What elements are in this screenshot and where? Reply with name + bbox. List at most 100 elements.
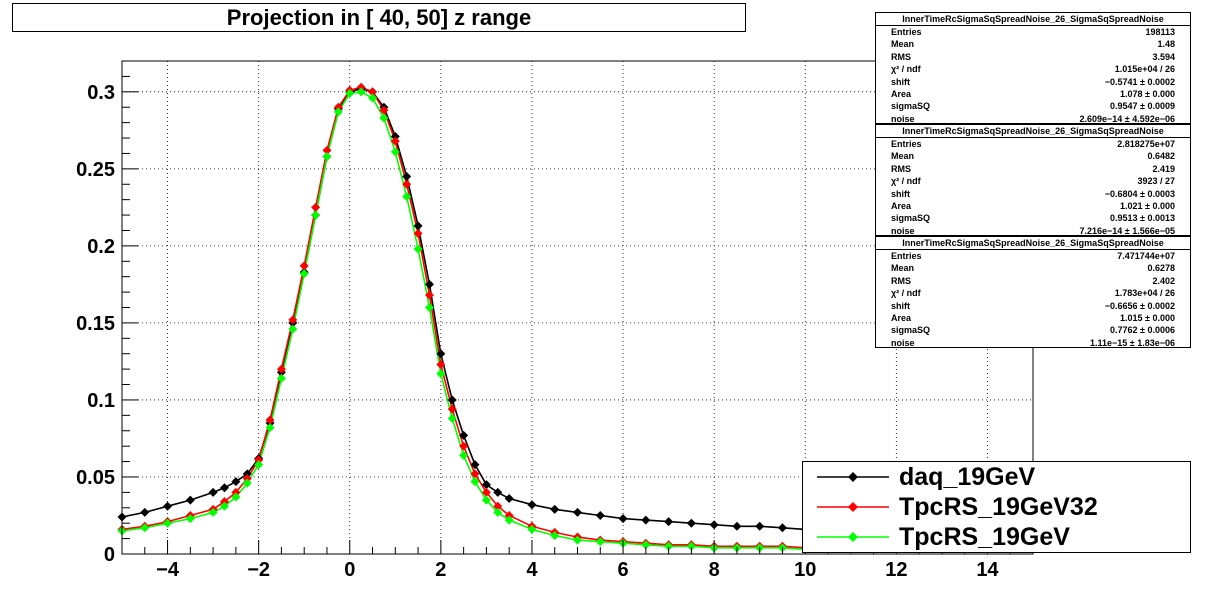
stats-value: 2.419 <box>1152 163 1175 174</box>
data-point-TpcRS_19GeV32 <box>219 497 229 507</box>
stats-value: 7.471744e+07 <box>1117 251 1175 261</box>
data-point-daq_19GeV <box>163 501 173 511</box>
data-point-TpcRS_19GeV <box>254 460 264 470</box>
stats-box: InnerTimeRcSigmaSqSpreadNoise_26_SigmaSq… <box>875 124 1191 236</box>
data-point-TpcRS_19GeV32 <box>322 145 332 155</box>
stats-key: Area <box>891 88 912 99</box>
chart-title: Projection in [ 40, 50] z range <box>12 3 746 32</box>
stats-value: 7.216e−14 ± 1.566e−05 <box>1079 225 1175 236</box>
data-point-daq_19GeV <box>402 172 412 182</box>
data-point-daq_19GeV <box>413 221 423 231</box>
stats-row: sigmaSQ 0.9513 ± 0.0013 <box>876 212 1190 224</box>
legend-entry: TpcRS_19GeV <box>803 522 1192 552</box>
stats-row: Area 1.021 ± 0.000 <box>876 200 1190 212</box>
x-tick-label: 2 <box>435 559 446 581</box>
stats-header: InnerTimeRcSigmaSqSpreadNoise_26_SigmaSq… <box>876 13 1190 26</box>
data-point-daq_19GeV <box>777 523 787 533</box>
stats-key: Entries <box>891 27 922 37</box>
y-tick-label: 0.15 <box>76 313 115 335</box>
stats-key: Area <box>891 200 912 211</box>
data-point-daq_19GeV <box>470 460 480 470</box>
stats-row: Mean 0.6278 <box>876 262 1190 274</box>
stats-key: sigmaSQ <box>891 213 931 224</box>
stats-key: Mean <box>891 151 915 162</box>
x-tick-label: 14 <box>976 559 999 581</box>
stats-value: −0.6804 ± 0.0003 <box>1104 188 1175 199</box>
data-point-TpcRS_19GeV32 <box>254 455 264 465</box>
stats-value: 2.818275e+07 <box>1117 139 1175 149</box>
data-point-TpcRS_19GeV <box>345 88 355 98</box>
data-point-TpcRS_19GeV <box>527 524 537 534</box>
stats-key: shift <box>891 188 910 199</box>
data-point-TpcRS_19GeV32 <box>288 315 298 325</box>
stats-key: noise <box>891 225 915 236</box>
legend-marker <box>817 502 889 512</box>
data-point-TpcRS_19GeV <box>185 514 195 524</box>
data-point-TpcRS_19GeV32 <box>311 202 321 212</box>
x-tick-label: 6 <box>617 559 628 581</box>
data-point-daq_19GeV <box>219 483 229 493</box>
data-point-TpcRS_19GeV32 <box>402 179 412 189</box>
data-point-TpcRS_19GeV <box>402 192 412 202</box>
data-point-daq_19GeV <box>493 487 503 497</box>
y-tick-label: 0 <box>104 544 115 566</box>
data-point-daq_19GeV <box>447 395 457 405</box>
data-point-TpcRS_19GeV <box>493 507 503 517</box>
legend-marker <box>817 472 889 482</box>
data-point-TpcRS_19GeV32 <box>356 82 366 92</box>
data-point-daq_19GeV <box>208 487 218 497</box>
stats-value: 0.6278 <box>1147 263 1175 274</box>
data-point-TpcRS_19GeV <box>459 450 469 460</box>
y-tick-label: 0.05 <box>76 467 115 489</box>
x-tick-label: −4 <box>156 559 180 581</box>
data-point-TpcRS_19GeV <box>368 93 378 103</box>
stats-key: Area <box>891 312 912 323</box>
data-point-daq_19GeV <box>231 477 241 487</box>
legend-entry: daq_19GeV <box>803 462 1192 492</box>
data-point-TpcRS_19GeV <box>356 87 366 97</box>
data-point-TpcRS_19GeV <box>276 373 286 383</box>
legend-label: TpcRS_19GeV32 <box>899 493 1098 521</box>
stats-row: noise 7.216e−14 ± 1.566e−05 <box>876 225 1190 237</box>
stats-value: 0.6482 <box>1147 151 1175 162</box>
data-point-TpcRS_19GeV32 <box>424 290 434 300</box>
data-point-daq_19GeV <box>664 517 674 527</box>
data-point-TpcRS_19GeV <box>447 413 457 423</box>
data-point-TpcRS_19GeV32 <box>436 360 446 370</box>
data-point-TpcRS_19GeV <box>322 152 332 162</box>
data-point-TpcRS_19GeV32 <box>493 501 503 511</box>
data-point-TpcRS_19GeV <box>163 518 173 528</box>
data-point-TpcRS_19GeV <box>641 540 651 550</box>
legend: daq_19GeV TpcRS_19GeV32 TpcRS_19GeV <box>802 461 1191 553</box>
stats-row: noise 2.609e−14 ± 4.592e−06 <box>876 113 1190 125</box>
stats-value: 1.11e−15 ± 1.83e−06 <box>1089 337 1175 348</box>
x-tick-label: 8 <box>709 559 720 581</box>
stats-row: Mean 0.6482 <box>876 150 1190 162</box>
data-point-daq_19GeV <box>390 131 400 141</box>
stats-value: −0.5741 ± 0.0002 <box>1104 76 1175 87</box>
data-point-daq_19GeV <box>618 514 628 524</box>
data-point-daq_19GeV <box>459 430 469 440</box>
stats-value: 0.9513 ± 0.0013 <box>1110 213 1175 224</box>
stats-key: χ² / ndf <box>891 176 921 187</box>
legend-label: TpcRS_19GeV <box>899 523 1070 551</box>
data-point-TpcRS_19GeV <box>481 495 491 505</box>
data-point-TpcRS_19GeV <box>208 507 218 517</box>
data-point-daq_19GeV <box>709 520 719 530</box>
data-point-TpcRS_19GeV <box>379 113 389 123</box>
data-point-TpcRS_19GeV32 <box>390 136 400 146</box>
data-point-TpcRS_19GeV <box>288 324 298 334</box>
stats-key: Mean <box>891 39 915 50</box>
stats-row: χ² / ndf 1.783e+04 / 26 <box>876 287 1190 299</box>
stats-row: shift −0.5741 ± 0.0002 <box>876 76 1190 88</box>
data-point-TpcRS_19GeV <box>664 541 674 551</box>
data-point-TpcRS_19GeV32 <box>459 441 469 451</box>
stats-row: Entries 198113 <box>876 26 1190 38</box>
stats-row: RMS 2.419 <box>876 163 1190 175</box>
stats-key: shift <box>891 300 910 311</box>
y-tick-label: 0.3 <box>87 82 115 104</box>
stats-row: shift −0.6656 ± 0.0002 <box>876 300 1190 312</box>
fit-curve-daq_19GeV <box>121 87 806 531</box>
stats-value: 1.015e+04 / 26 <box>1114 64 1175 75</box>
stats-row: RMS 2.402 <box>876 275 1190 287</box>
